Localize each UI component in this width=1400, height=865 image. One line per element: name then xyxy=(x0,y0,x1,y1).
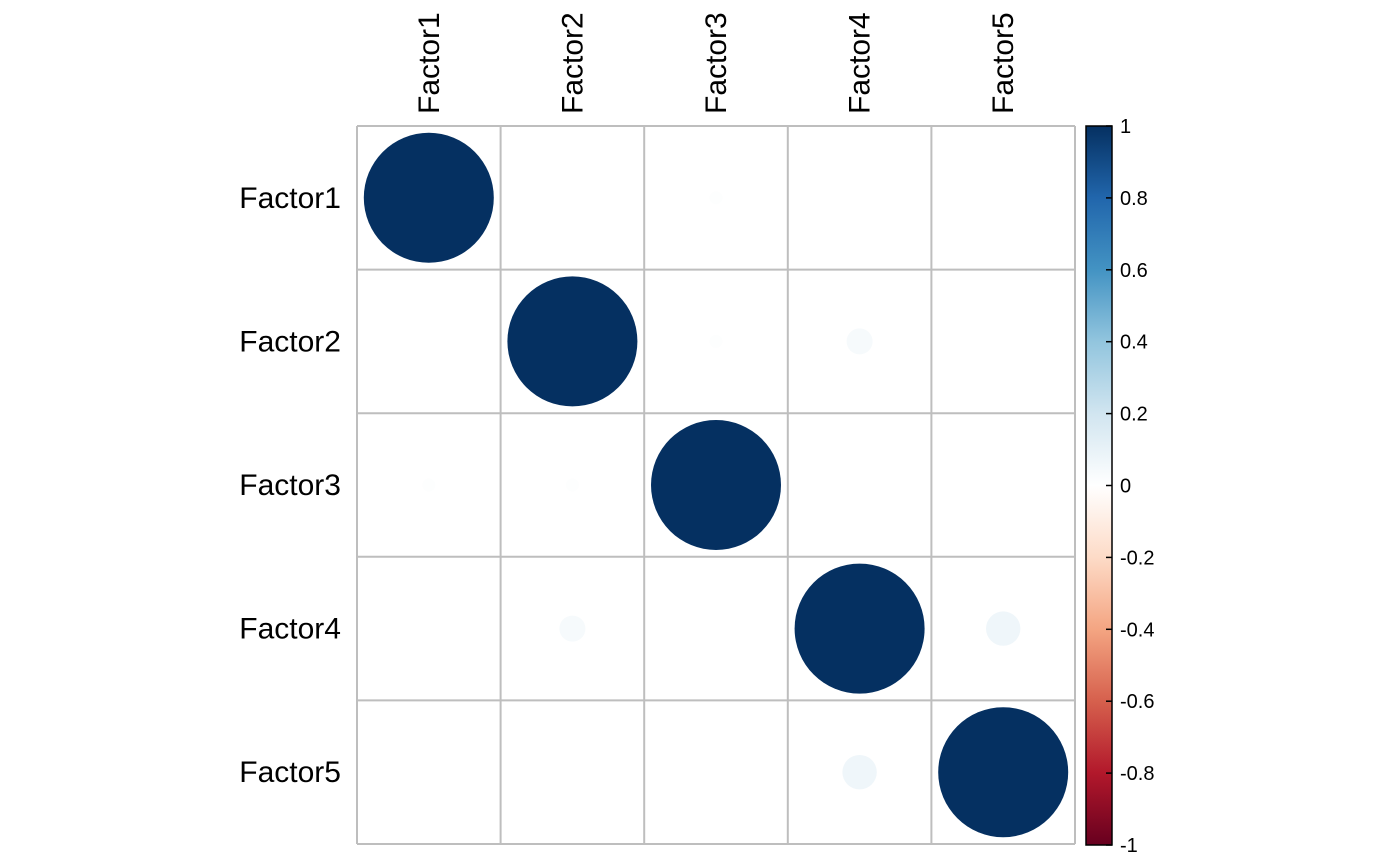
cell-circle-factor4-factor4 xyxy=(794,563,925,694)
column-label-factor3: Factor3 xyxy=(700,12,733,114)
colorbar-tick-label: 0.2 xyxy=(1120,404,1148,426)
grid-layer xyxy=(356,125,1076,845)
row-label-factor1: Factor1 xyxy=(239,182,341,215)
cell-circle-factor2-factor3 xyxy=(709,334,723,348)
cell-circle-factor5-factor4 xyxy=(842,755,877,790)
cell-circle-factor3-factor3 xyxy=(651,420,781,550)
cell-circle-factor2-factor4 xyxy=(846,328,873,355)
row-label-factor3: Factor3 xyxy=(239,469,341,502)
colorbar-tick-label: -0.6 xyxy=(1120,691,1154,713)
row-label-factor2: Factor2 xyxy=(239,325,341,358)
column-labels: Factor1 Factor2 Factor3 Factor4 Factor5 xyxy=(413,12,1020,114)
column-label-factor2: Factor2 xyxy=(556,12,589,114)
colorbar-tick-label: -0.4 xyxy=(1120,619,1154,641)
cell-circle-factor1-factor3 xyxy=(709,191,723,205)
cell-circle-factor1-factor1 xyxy=(363,132,494,263)
colorbar: 1 0.8 0.6 0.4 0.2 0 -0.2 -0.4 -0.6 -0.8 -1 xyxy=(1085,116,1154,857)
cell-circle-factor2-factor2 xyxy=(507,276,638,407)
colorbar-tick-label: 0.6 xyxy=(1120,260,1148,282)
column-label-factor4: Factor4 xyxy=(844,12,877,114)
colorbar-tick-label: 0.8 xyxy=(1120,188,1148,210)
colorbar-tick-label: -0.2 xyxy=(1120,547,1154,569)
row-labels: Factor1 Factor2 Factor3 Factor4 Factor5 xyxy=(239,182,341,789)
cell-circle-factor3-factor2 xyxy=(565,478,579,492)
colorbar-tick-label: -1 xyxy=(1120,835,1138,857)
column-label-factor5: Factor5 xyxy=(987,12,1020,114)
colorbar-tick-label: 1 xyxy=(1120,116,1131,138)
colorbar-tick-label: 0.4 xyxy=(1120,332,1148,354)
cell-circle-factor3-factor1 xyxy=(422,478,436,492)
row-label-factor4: Factor4 xyxy=(239,613,341,646)
row-label-factor5: Factor5 xyxy=(239,756,341,789)
colorbar-tick-label: -0.8 xyxy=(1120,763,1154,785)
cell-circle-factor4-factor5 xyxy=(986,611,1021,646)
cells-layer xyxy=(363,132,1069,838)
cell-circle-factor5-factor5 xyxy=(938,707,1069,838)
cell-circle-factor4-factor2 xyxy=(559,615,586,642)
column-label-factor1: Factor1 xyxy=(413,12,446,114)
colorbar-tick-label: 0 xyxy=(1120,476,1131,498)
